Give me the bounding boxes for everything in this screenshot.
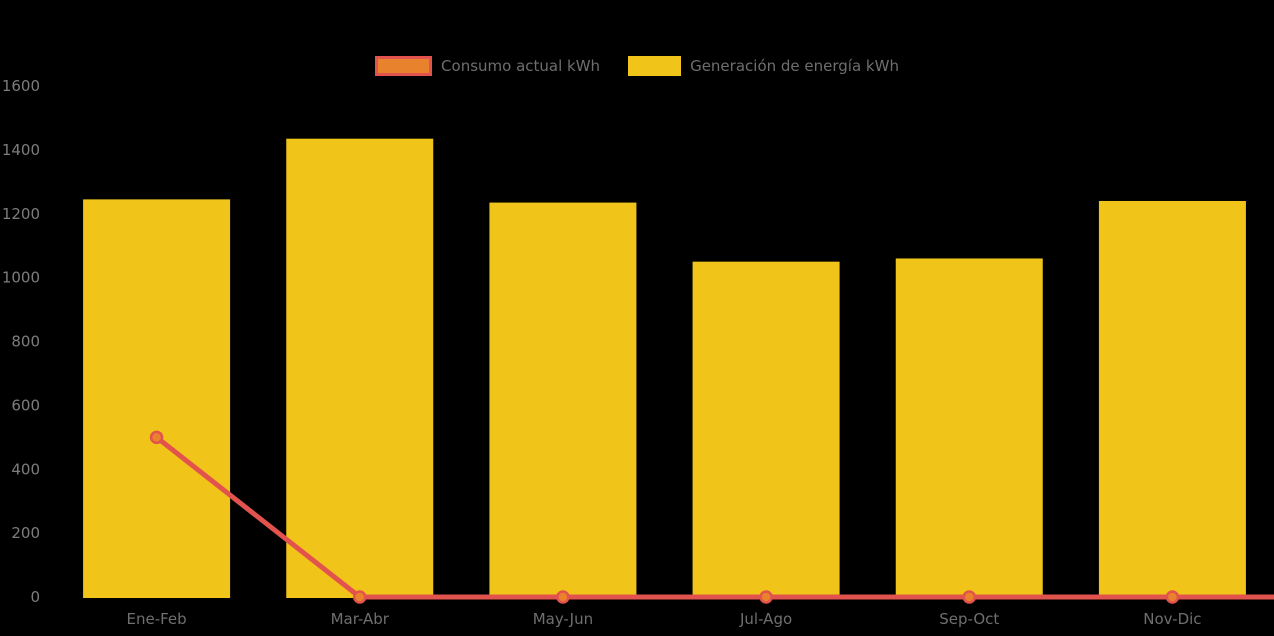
bar-sep-oct — [895, 258, 1043, 598]
legend-label-generacion-energia: Generación de energía kWh — [690, 57, 899, 75]
x-axis-label: Ene-Feb — [126, 610, 186, 628]
y-axis-tick-label: 600 — [11, 396, 40, 414]
line-marker — [353, 590, 367, 604]
line-marker — [556, 590, 570, 604]
legend-label-consumo-actual: Consumo actual kWh — [441, 57, 601, 75]
bar-jul-ago — [692, 261, 840, 598]
y-axis-tick-label: 400 — [11, 460, 40, 478]
line-marker — [1165, 590, 1180, 604]
legend-item-generacion-energia[interactable]: Generación de energía kWh — [628, 56, 899, 76]
bar-ene-feb — [83, 199, 231, 599]
line-marker — [759, 590, 773, 604]
y-axis-tick-label: 0 — [30, 588, 40, 606]
x-axis-label: Sep-Oct — [939, 610, 999, 628]
y-axis-tick-label: 200 — [11, 524, 40, 542]
x-axis-label: Nov-Dic — [1143, 610, 1201, 628]
line-marker — [962, 590, 976, 604]
y-axis-tick-label: 1600 — [2, 77, 40, 95]
legend: Consumo actual kWh Generación de energía… — [0, 56, 1274, 76]
legend-swatch-generacion-energia — [628, 56, 682, 76]
y-axis-tick-label: 1400 — [2, 141, 40, 159]
legend-item-consumo-actual[interactable]: Consumo actual kWh — [375, 56, 600, 76]
bar-may-jun — [489, 202, 637, 598]
legend-swatch-consumo-actual — [375, 56, 433, 76]
x-axis-label: Mar-Abr — [331, 610, 390, 628]
x-axis-label: Jul-Ago — [739, 610, 792, 628]
y-axis-tick-label: 1000 — [2, 269, 40, 287]
x-axis-label: May-Jun — [533, 610, 593, 628]
y-axis-tick-label: 1200 — [2, 205, 40, 223]
bar-nov-dic — [1098, 200, 1246, 598]
bar-mar-abr — [286, 138, 434, 598]
line-marker — [149, 430, 164, 445]
y-axis-tick-label: 800 — [11, 333, 40, 351]
